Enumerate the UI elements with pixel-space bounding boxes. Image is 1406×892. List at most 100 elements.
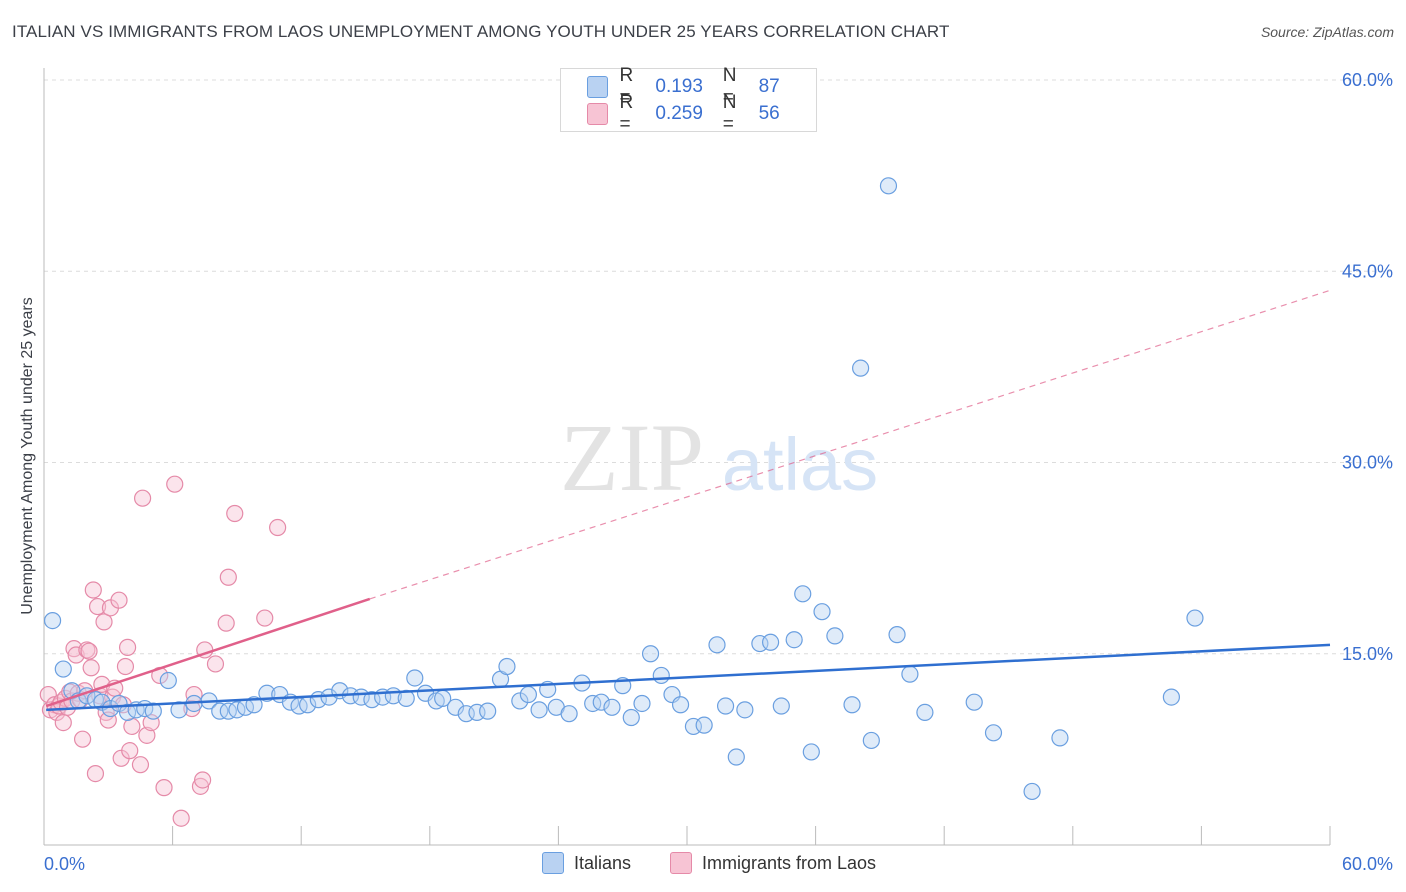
italians-point [708, 636, 726, 654]
legend-swatch-laos [587, 103, 608, 125]
italians-point [1023, 782, 1041, 801]
italians-point [144, 702, 162, 720]
gridlines [44, 79, 1395, 655]
italians-point [603, 698, 621, 716]
legend-r-value: 0.193 [655, 76, 703, 97]
legend-n-label: N = [722, 65, 737, 108]
italians-point [716, 697, 735, 715]
chart-title: ITALIAN VS IMMIGRANTS FROM LAOS UNEMPLOY… [12, 22, 950, 41]
italians-point [984, 724, 1003, 742]
legend-r-label: R = [619, 65, 634, 108]
watermark-zip: ZIP [560, 404, 704, 511]
laos-point [123, 717, 141, 736]
y-tick-label: 15.0% [1342, 644, 1393, 664]
laos-point [118, 638, 137, 656]
italians-point [761, 633, 780, 651]
laos-point [226, 504, 244, 523]
laos-point [219, 568, 237, 586]
bottom-legend-laos: Immigrants from Laos [670, 852, 876, 874]
italians-point [1162, 688, 1180, 706]
italians-point [843, 696, 861, 714]
italians-point [170, 701, 188, 719]
italians-point [901, 665, 919, 683]
laos-point [138, 726, 156, 744]
italians-point [159, 671, 177, 690]
bottom-legend-swatch-laos [670, 852, 692, 874]
italians-point [54, 660, 72, 678]
laos-point [73, 730, 92, 748]
italians-point [498, 657, 516, 676]
axes [43, 68, 1331, 846]
italians-point [965, 693, 983, 711]
laos-point [95, 613, 113, 631]
bottom-legend-swatch-italians [542, 852, 564, 874]
bottom-legend-italians: Italians [542, 852, 631, 874]
italians-point [633, 694, 651, 713]
laos-point [133, 489, 152, 507]
italians-point [695, 716, 713, 734]
italians-point [802, 743, 820, 761]
italians-point [794, 585, 812, 603]
italians-point [888, 626, 906, 644]
laos-point [256, 609, 274, 627]
laos-point [131, 756, 150, 774]
italians-point [101, 699, 120, 718]
italians-point [879, 177, 898, 195]
laos-point [121, 742, 139, 760]
laos-point [67, 646, 85, 664]
italians-point [813, 603, 831, 621]
y-tick-label: 60.0% [1342, 70, 1393, 90]
italians-point [852, 359, 870, 377]
italians-point [560, 705, 578, 723]
italians-point [622, 708, 640, 727]
y-tick-label: 45.0% [1342, 261, 1393, 281]
legend-n-value: 87 [758, 76, 780, 97]
laos-trend-line [45, 597, 371, 708]
italians-point [406, 669, 424, 687]
italians-point [652, 666, 670, 685]
italians-trend-line [46, 643, 1331, 712]
legend-n-label: N = [722, 92, 737, 135]
legend: R = 0.193 N = 87 R = 0.259 N = 56 [560, 65, 817, 135]
legend-row-laos: R = 0.259 N = 56 [587, 92, 816, 135]
laos-point [82, 659, 100, 677]
watermark-atlas: atlas [722, 423, 878, 506]
laos-point [172, 809, 190, 827]
italians-point [641, 645, 660, 663]
italians-point [519, 685, 537, 704]
x-tick-label-max: 60.0% [1342, 854, 1393, 874]
laos-point [88, 597, 107, 616]
x-tick-label-min: 0.0% [44, 854, 85, 874]
italians-point [727, 748, 745, 766]
italians-point [219, 702, 237, 720]
italians-point [479, 702, 497, 720]
bottom-legend-label-laos: Immigrants from Laos [702, 852, 877, 873]
italians-point [916, 703, 934, 722]
legend-r-value: 0.259 [655, 103, 703, 124]
italians-point [736, 701, 754, 719]
legend-r-label: R = [619, 92, 634, 135]
laos-point [84, 581, 102, 599]
laos-point [166, 475, 184, 493]
italians-point [1051, 729, 1069, 747]
legend-row-italians: R = 0.193 N = 87 [587, 65, 816, 108]
italians-point [511, 692, 529, 710]
legend-n-value: 56 [758, 103, 780, 124]
laos-point [206, 655, 225, 673]
italians-point [862, 731, 880, 750]
bottom-legend-label-italians: Italians [574, 852, 632, 873]
italians-point [826, 627, 844, 645]
laos-points [39, 475, 287, 827]
trend-lines [45, 289, 1331, 712]
laos-point [86, 764, 105, 783]
laos-point [217, 614, 235, 632]
tick-labels: 15.0% 30.0% 45.0% 60.0% 0.0% 60.0% [44, 70, 1393, 874]
italians-point [363, 691, 381, 709]
laos-trend-extension [369, 289, 1331, 600]
laos-point [54, 713, 72, 732]
laos-point [269, 518, 287, 537]
laos-point [191, 777, 210, 795]
italians-point [530, 701, 548, 719]
laos-point [194, 771, 212, 789]
